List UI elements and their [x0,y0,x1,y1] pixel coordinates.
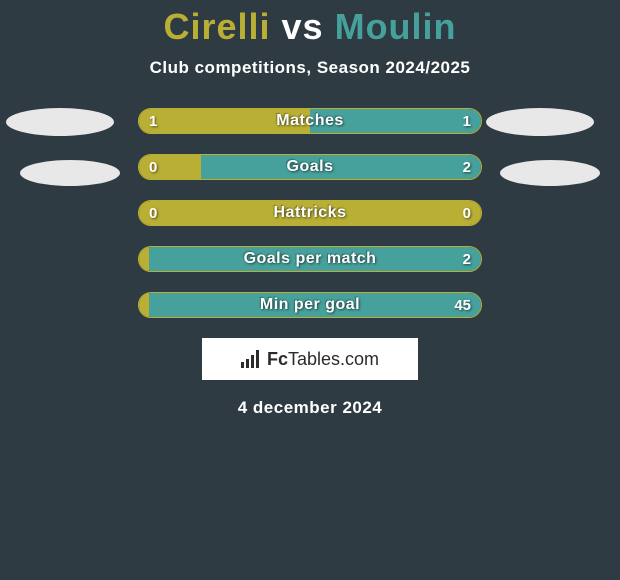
date-label: 4 december 2024 [0,398,620,418]
player1-name: Cirelli [163,6,270,47]
decor-ellipse [500,160,600,186]
decor-ellipse [6,108,114,136]
stat-label: Hattricks [139,201,481,225]
subtitle: Club competitions, Season 2024/2025 [0,58,620,78]
stat-row: 2Goals per match [138,246,482,272]
logo-text-rest: Tables.com [288,349,379,369]
stat-label: Min per goal [139,293,481,317]
stat-row: 02Goals [138,154,482,180]
stat-row: 45Min per goal [138,292,482,318]
chart-stage: 11Matches 02Goals 00Hattricks 2Goals per ma… [0,108,620,318]
signal-icon [241,350,263,368]
stat-label: Goals [139,155,481,179]
player2-name: Moulin [335,6,457,47]
decor-ellipse [20,160,120,186]
logo-text-strong: Fc [267,349,288,369]
stat-label: Matches [139,109,481,133]
stat-row: 11Matches [138,108,482,134]
comparison-title: Cirelli vs Moulin [0,0,620,48]
stat-label: Goals per match [139,247,481,271]
stat-row: 00Hattricks [138,200,482,226]
fctables-logo: FcTables.com [202,338,418,380]
stat-bars: 11Matches 02Goals 00Hattricks 2Goals per ma… [138,108,482,318]
vs-label: vs [282,6,324,47]
decor-ellipse [486,108,594,136]
